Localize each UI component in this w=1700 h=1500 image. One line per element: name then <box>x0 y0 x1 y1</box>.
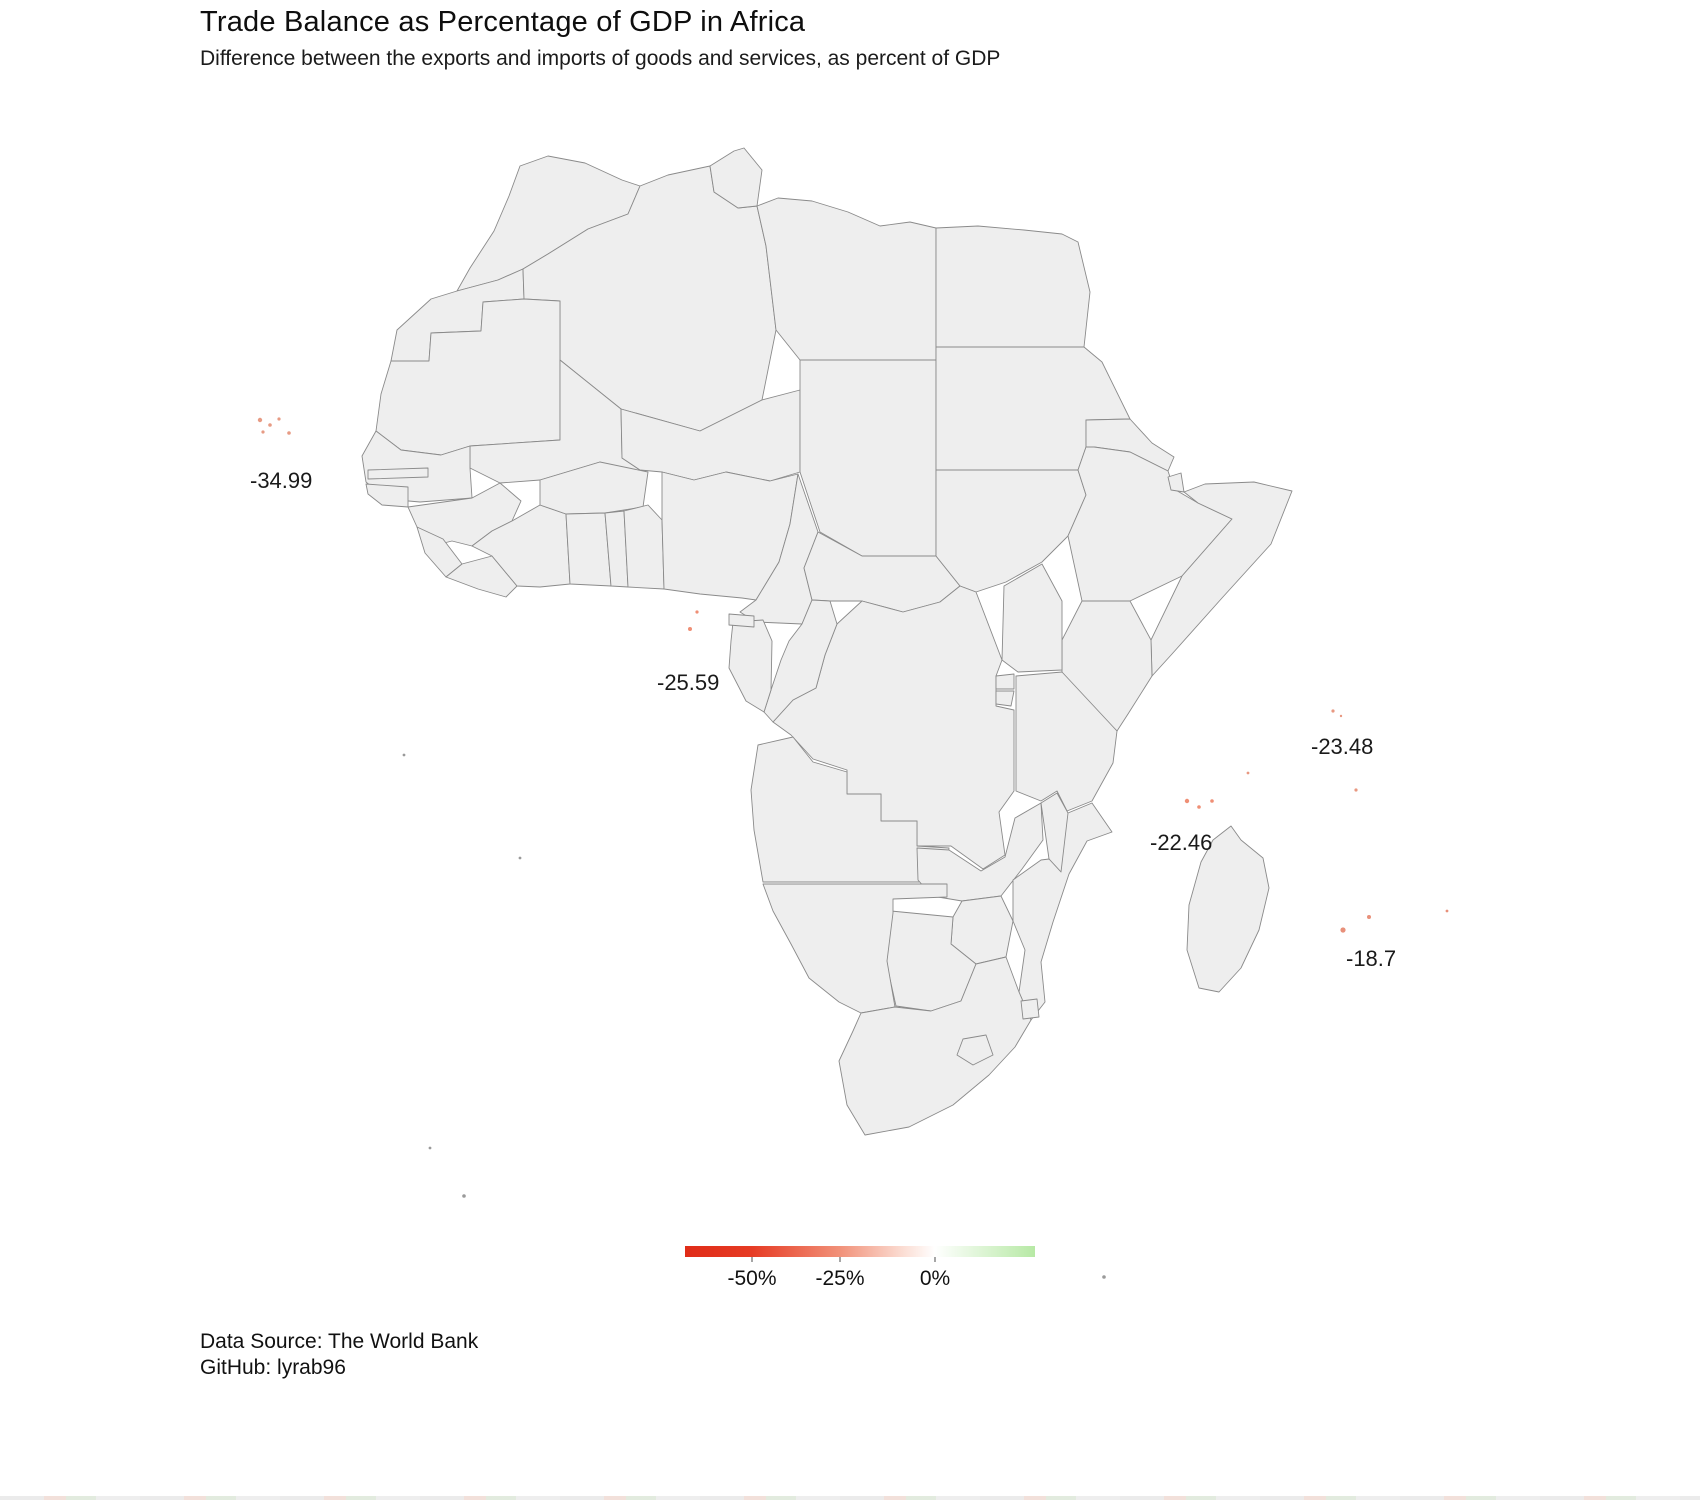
islands-seychelles <box>1246 709 1358 792</box>
country-chad <box>799 359 937 557</box>
country-tanzania <box>1015 671 1118 812</box>
country-angola <box>750 736 950 883</box>
country-eswatini <box>1020 998 1040 1020</box>
annotation-sao-tome: -25.59 <box>657 670 719 695</box>
country-lesotho <box>956 1034 994 1066</box>
annotation-comoros: -22.46 <box>1150 830 1212 855</box>
legend-label-zero: 0% <box>920 1267 950 1290</box>
country-madagascar <box>1186 825 1270 993</box>
islands-atlantic-specks <box>402 753 1106 1279</box>
legend-gradient-bar <box>685 1246 1035 1257</box>
country-somalia <box>1150 481 1293 677</box>
islands-cabo-verde <box>257 417 291 435</box>
page-title: Trade Balance as Percentage of GDP in Af… <box>200 6 806 38</box>
country-ghana <box>565 512 612 587</box>
country-guinea-bissau <box>365 483 409 508</box>
annotation-cabo-verde: -34.99 <box>250 468 312 493</box>
annotation-seychelles: -23.48 <box>1311 734 1373 759</box>
country-uganda <box>1001 563 1063 673</box>
country-burkina-faso <box>539 461 649 515</box>
data-source-text: Data Source: The World Bank <box>200 1330 479 1353</box>
country-gambia <box>367 467 429 480</box>
country-libya <box>756 197 937 361</box>
legend-label-minus50: -50% <box>727 1267 776 1290</box>
country-benin <box>623 504 665 590</box>
legend-label-minus25: -25% <box>815 1267 864 1290</box>
annotation-mauritius: -18.7 <box>1346 946 1396 971</box>
country-tunisia <box>709 147 763 209</box>
page-subtitle: Difference between the exports and impor… <box>200 47 1001 70</box>
country-equatorial-guinea <box>728 613 755 628</box>
country-congo <box>763 599 838 723</box>
islands-sao-tome <box>688 610 699 631</box>
islands-comoros <box>1184 798 1214 809</box>
country-djibouti <box>1167 472 1185 493</box>
bottom-crop-strip <box>0 1496 1700 1500</box>
country-egypt <box>935 225 1091 348</box>
country-south-africa <box>838 956 1032 1136</box>
color-legend: -50% -25% 0% <box>685 1246 1035 1290</box>
github-credit-text: GitHub: lyrab96 <box>200 1356 346 1379</box>
country-rwanda <box>995 673 1015 690</box>
islands-mauritius-reunion <box>1340 909 1449 933</box>
country-burundi <box>995 690 1015 707</box>
country-cote-divoire <box>471 504 571 588</box>
country-south-sudan <box>935 469 1087 593</box>
country-gabon <box>728 619 773 713</box>
